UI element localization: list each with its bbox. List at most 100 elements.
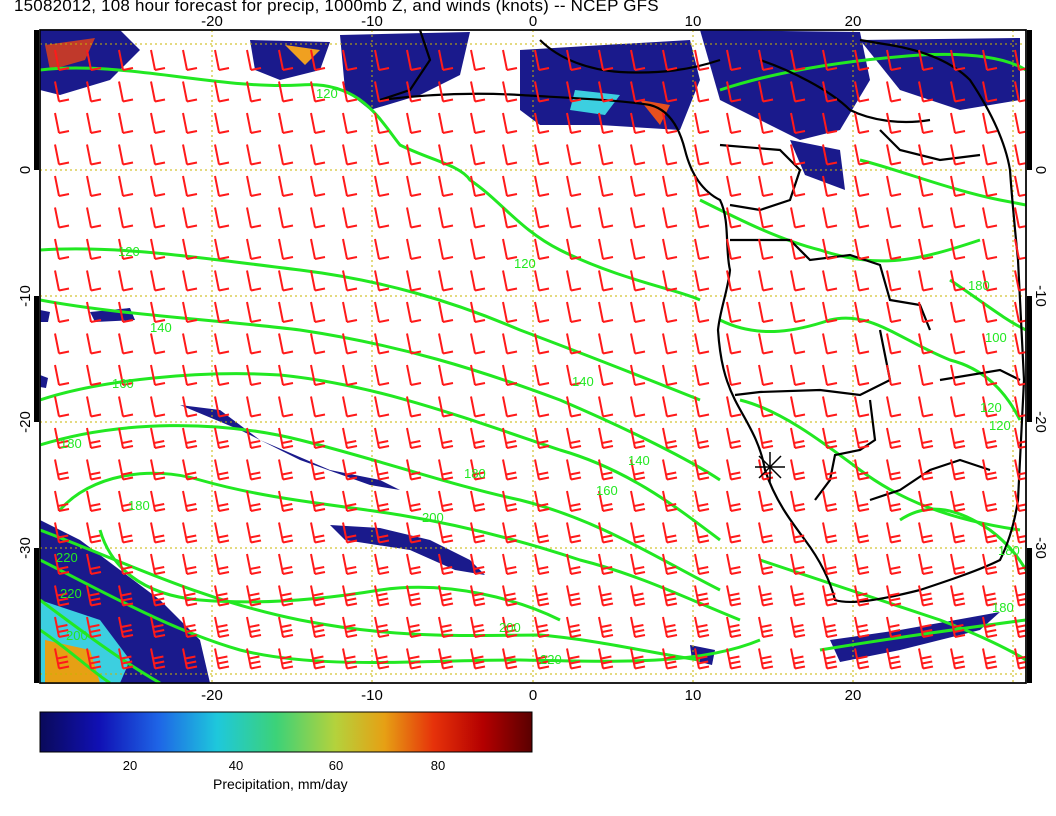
wind-barb [246, 522, 262, 544]
wind-barb [822, 427, 838, 449]
wind-barb [566, 648, 582, 670]
wind-barb [758, 333, 774, 355]
wind-barb [438, 270, 454, 292]
wind-barb [502, 207, 518, 229]
wind-barb [342, 459, 358, 481]
wind-barb [54, 522, 70, 544]
wind-barb [630, 648, 646, 670]
lon-tick: 20 [845, 13, 862, 30]
wind-barb [662, 616, 678, 638]
wind-barb [150, 49, 166, 71]
wind-barb [662, 112, 678, 134]
wind-barb [310, 490, 326, 512]
wind-barb [182, 648, 198, 670]
wind-barb [150, 144, 166, 166]
wind-barb [214, 522, 230, 544]
wind-barb [342, 301, 358, 323]
wind-barb [598, 553, 614, 575]
asterisk-marker [755, 452, 785, 482]
wind-barb [214, 459, 230, 481]
wind-barb [118, 144, 134, 166]
wind-barb [886, 490, 902, 512]
wind-barb [374, 112, 390, 134]
wind-barb [950, 364, 966, 386]
lon-ticks-top: -20 -10 0 10 20 [201, 13, 861, 30]
wind-barb [502, 333, 518, 355]
wind-barb [790, 49, 806, 71]
wind-barb [566, 396, 582, 418]
wind-barb [662, 522, 678, 544]
wind-barb [534, 616, 550, 638]
lon-tick: -10 [361, 13, 383, 30]
wind-barb [854, 49, 870, 71]
wind-barb [854, 301, 870, 323]
wind-barb [214, 238, 230, 260]
wind-barb [758, 585, 774, 607]
wind-barb [1014, 616, 1026, 638]
wind-barb [886, 459, 902, 481]
wind-barb [86, 301, 102, 323]
wind-barb [950, 81, 966, 103]
wind-barb [342, 427, 358, 449]
wind-barb [118, 175, 134, 197]
wind-barb [150, 553, 166, 575]
wind-barb [822, 144, 838, 166]
wind-barb [86, 333, 102, 355]
wind-barb [310, 522, 326, 544]
wind-barb [534, 238, 550, 260]
wind-barb [566, 238, 582, 260]
wind-barb [790, 459, 806, 481]
wind-barb [342, 112, 358, 134]
wind-barb [86, 648, 102, 670]
wind-barb [150, 522, 166, 544]
wind-barb [342, 81, 358, 103]
wind-barb [694, 81, 710, 103]
wind-barb [854, 553, 870, 575]
wind-barb [694, 238, 710, 260]
wind-barb [982, 112, 998, 134]
wind-barb [310, 396, 326, 418]
wind-barb [694, 207, 710, 229]
contour-label: 180 [992, 600, 1014, 615]
wind-barb [950, 522, 966, 544]
wind-barb [214, 648, 230, 670]
wind-barb [662, 207, 678, 229]
wind-barb [502, 427, 518, 449]
wind-barb [278, 49, 294, 71]
wind-barb [182, 49, 198, 71]
wind-barb [886, 648, 902, 670]
wind-barb [278, 81, 294, 103]
wind-barb [822, 490, 838, 512]
wind-barb [758, 270, 774, 292]
wind-barb [534, 301, 550, 323]
wind-barb [150, 175, 166, 197]
wind-barb [982, 396, 998, 418]
wind-barb [534, 144, 550, 166]
wind-barb [86, 585, 102, 607]
wind-barb [598, 333, 614, 355]
wind-barb [86, 238, 102, 260]
wind-barb [694, 490, 710, 512]
wind-barb [662, 648, 678, 670]
wind-barb [150, 270, 166, 292]
wind-barb [822, 364, 838, 386]
wind-barb [566, 364, 582, 386]
wind-barb [278, 396, 294, 418]
wind-barb [374, 49, 390, 71]
wind-barb [694, 459, 710, 481]
wind-barb [950, 459, 966, 481]
wind-barb [438, 301, 454, 323]
wind-barb [374, 81, 390, 103]
wind-barb [406, 49, 422, 71]
wind-barb [854, 270, 870, 292]
wind-barb [758, 427, 774, 449]
wind-barb [182, 112, 198, 134]
wind-barb [950, 427, 966, 449]
wind-barb [310, 585, 326, 607]
wind-barb [662, 459, 678, 481]
wind-barb [54, 490, 70, 512]
colorbar-title: Precipitation, mm/day [213, 776, 348, 792]
wind-barb [406, 207, 422, 229]
wind-barb [854, 616, 870, 638]
